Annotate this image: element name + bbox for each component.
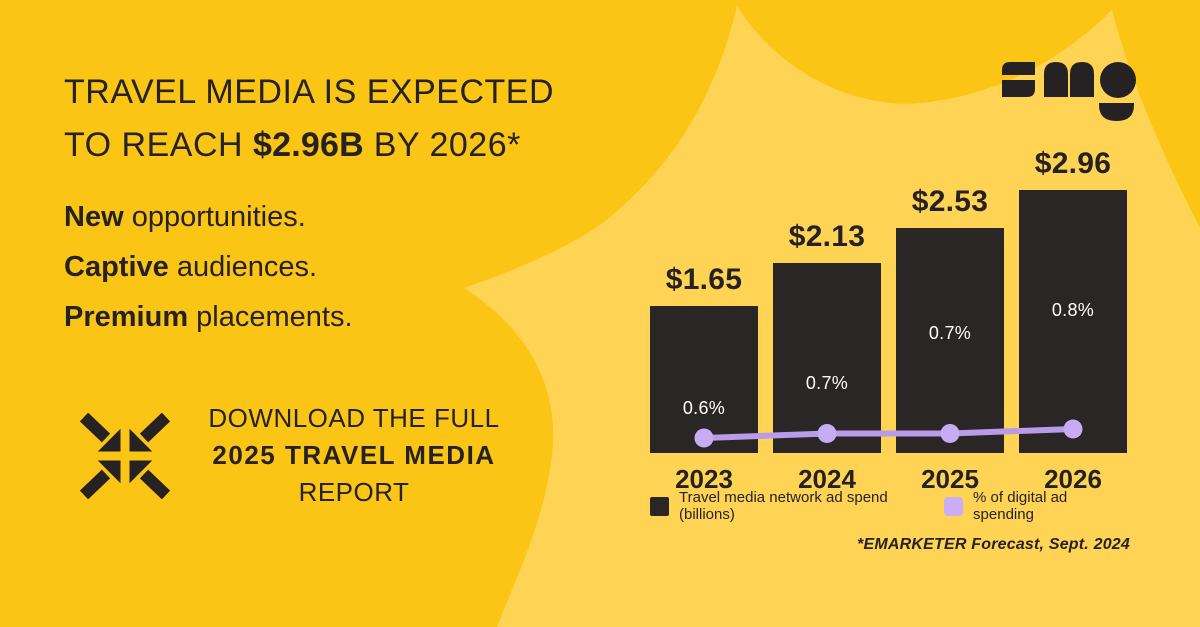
cta-line2: 2025 TRAVEL MEDIA [212, 440, 496, 470]
chart-legend: Travel media network ad spend (billions)… [650, 489, 1130, 523]
headline-line1: TRAVEL MEDIA IS EXPECTED [64, 73, 555, 111]
headline-line2-suffix: BY 2026* [363, 126, 521, 164]
collapse-arrows-icon [80, 412, 170, 499]
bar-percent-label: 0.7% [928, 323, 972, 343]
logo-m-left-arch [1044, 62, 1068, 97]
line-data-point-2026 [1063, 419, 1083, 439]
legend-item-line-series: % of digital ad spending [944, 489, 1130, 523]
logo-g-bowl [1099, 103, 1134, 121]
logo-s-top-bar [1002, 62, 1035, 75]
bar-value-label: $2.96 [1034, 147, 1112, 180]
logo-m-right-arch [1070, 62, 1094, 97]
headline-highlight-value: $2.96B [253, 126, 364, 164]
x-axis-label-2025: 2025 [921, 464, 979, 494]
value-prop-bold: New [64, 201, 124, 233]
value-prop-rest: placements. [188, 301, 353, 333]
value-prop-bold: Premium [64, 301, 189, 333]
bar-percent-label: 0.7% [805, 373, 849, 393]
download-cta-text[interactable]: DOWNLOAD THE FULL 2025 TRAVEL MEDIA REPO… [170, 400, 520, 511]
bar-series-swatch-icon [650, 496, 669, 516]
cta-line3: REPORT [298, 477, 410, 507]
value-prop-bold: Captive [64, 251, 169, 283]
bar-column-2024: $2.13 0.7% 2024 [773, 220, 881, 494]
cta-line1: DOWNLOAD THE FULL [208, 403, 500, 433]
value-prop-rest: audiences. [168, 251, 318, 283]
line-data-point-2025 [940, 424, 960, 443]
bar-series-label: Travel media network ad spend (billions) [679, 489, 888, 523]
page-title: TRAVEL MEDIA IS EXPECTED TO REACH $2.96B… [64, 66, 684, 172]
download-report-cta[interactable]: DOWNLOAD THE FULL 2025 TRAVEL MEDIA REPO… [80, 400, 520, 511]
line-data-point-2023 [694, 428, 714, 448]
bar-percent-label: 0.6% [682, 398, 726, 418]
value-prop-rest: opportunities. [123, 201, 306, 233]
bar-percent-label: 0.8% [1051, 300, 1095, 320]
value-prop-line: Captive audiences. [64, 242, 353, 292]
logo-s-bottom-bar [1002, 80, 1035, 97]
smg-logo [1002, 62, 1136, 121]
value-prop-line: New opportunities. [64, 192, 353, 242]
bar-column-2025: $2.53 0.7% 2025 [896, 185, 1004, 494]
bar-column-2026: $2.96 0.8% 2026 [1019, 147, 1127, 494]
bar-2024: 0.7% [773, 263, 881, 453]
bar-value-label: $2.53 [911, 185, 989, 218]
legend-item-bar-series: Travel media network ad spend (billions) [650, 489, 944, 523]
bar-value-label: $1.65 [665, 263, 743, 296]
source-footnote: *EMARKETER Forecast, Sept. 2024 [857, 536, 1130, 553]
x-axis-label-2023: 2023 [675, 464, 733, 494]
bar-value-label: $2.13 [788, 220, 866, 253]
digital-ad-share-line [694, 419, 1083, 448]
line-series-swatch-icon [944, 496, 964, 516]
headline-line2-prefix: TO REACH [64, 126, 254, 164]
line-series-path [703, 426, 1074, 441]
ad-spend-bar-chart: $1.65 0.6% 2023 $2.13 0.7% 2024 $2.53 0.7% 2025 $… [650, 143, 1127, 494]
x-axis-label-2026: 2026 [1044, 464, 1102, 494]
value-props: New opportunities. Captive audiences. Pr… [64, 192, 353, 342]
value-prop-line: Premium placements. [64, 292, 353, 342]
line-data-point-2024 [817, 424, 837, 443]
bar-2025: 0.7% [896, 228, 1004, 453]
bar-2026: 0.8% [1019, 190, 1127, 453]
logo-g-circle [1100, 62, 1136, 98]
line-series-label: % of digital ad spending [973, 489, 1068, 523]
x-axis-label-2024: 2024 [798, 464, 856, 494]
